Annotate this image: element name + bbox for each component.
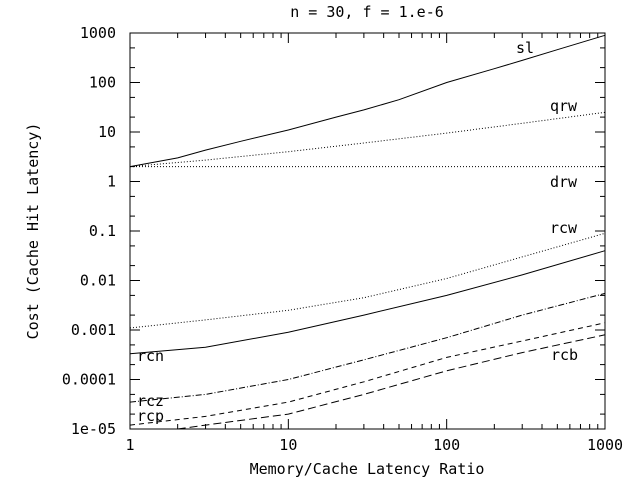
y-tick-label: 1000 xyxy=(80,24,116,42)
y-tick-label: 0.0001 xyxy=(62,371,116,389)
series-label-rcp: rcp xyxy=(137,407,164,425)
y-tick-label: 0.01 xyxy=(80,272,116,290)
series-label-sl: sl xyxy=(516,39,534,57)
series-line-sl xyxy=(129,34,606,168)
y-tick-label: 0.001 xyxy=(71,321,116,339)
x-tick-label: 1 xyxy=(125,436,134,454)
chart-title: n = 30, f = 1.e-6 xyxy=(290,3,444,21)
series-label-rcb: rcb xyxy=(551,346,578,364)
series-label-rcn: rcn xyxy=(137,347,164,365)
series-line-rcn xyxy=(129,250,606,355)
x-axis-label: Memory/Cache Latency Ratio xyxy=(250,460,485,478)
plot-frame xyxy=(129,32,606,430)
y-tick-label: 0.1 xyxy=(89,222,116,240)
x-tick-label: 10 xyxy=(279,436,297,454)
series-line-rcb xyxy=(177,334,606,430)
y-tick-label: 1e-05 xyxy=(71,420,116,438)
series-line-rcp xyxy=(129,322,606,426)
y-tick-label: 100 xyxy=(89,74,116,92)
series-label-rcz: rcz xyxy=(137,392,164,410)
series-label-rcw: rcw xyxy=(550,219,578,237)
y-tick-label: 10 xyxy=(98,123,116,141)
series-label-qrw: qrw xyxy=(550,97,578,115)
x-tick-label: 1000 xyxy=(587,436,623,454)
series-line-qrw xyxy=(129,111,606,168)
x-tick-label: 100 xyxy=(433,436,460,454)
y-tick-label: 1 xyxy=(107,173,116,191)
series-label-drw: drw xyxy=(550,173,578,191)
y-axis-label: Cost (Cache Hit Latency) xyxy=(24,123,42,340)
series-line-rcw xyxy=(129,232,606,329)
